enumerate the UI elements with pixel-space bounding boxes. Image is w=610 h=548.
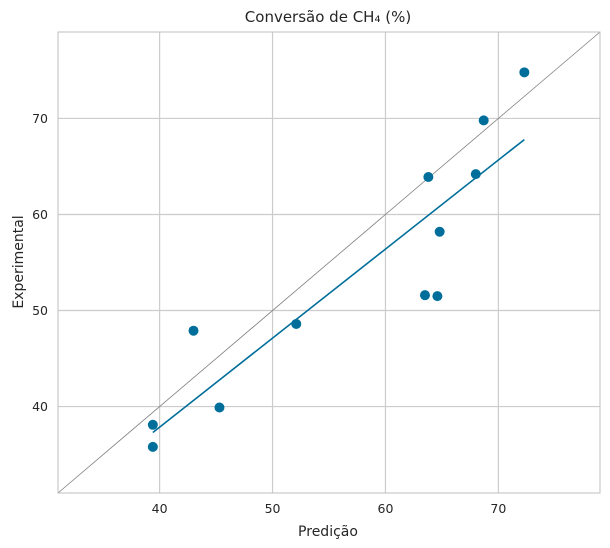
data-point [432,291,443,302]
identity-line [57,31,601,494]
x-tick-label: 40 [152,501,168,516]
y-tick-label: 60 [32,207,48,222]
y-tick-label: 50 [32,303,48,318]
data-point [291,318,302,329]
data-point [478,115,489,126]
fit-line [152,138,525,434]
chart-title: Conversão de CH₄ (%) [245,8,411,26]
x-tick-label: 60 [378,501,394,516]
y-tick-label: 40 [32,399,48,414]
data-point [519,67,530,78]
data-point [470,169,481,180]
data-point [147,419,158,430]
y-tick-label: 70 [32,111,48,126]
x-axis-label: Predição [298,524,358,540]
data-point [419,290,430,301]
data-points [147,67,530,452]
data-point [214,402,225,413]
x-tick-label: 70 [490,501,506,516]
grid-lines [58,32,600,493]
data-point [423,172,434,183]
x-tick-labels: 40 50 60 70 [152,501,507,516]
plot-frame [57,31,601,494]
y-tick-labels: 40 50 60 70 [32,111,48,414]
data-point [434,226,445,237]
y-axis-label: Experimental [11,215,27,308]
data-point [188,325,199,336]
x-tick-label: 50 [265,501,281,516]
data-point [147,441,158,452]
